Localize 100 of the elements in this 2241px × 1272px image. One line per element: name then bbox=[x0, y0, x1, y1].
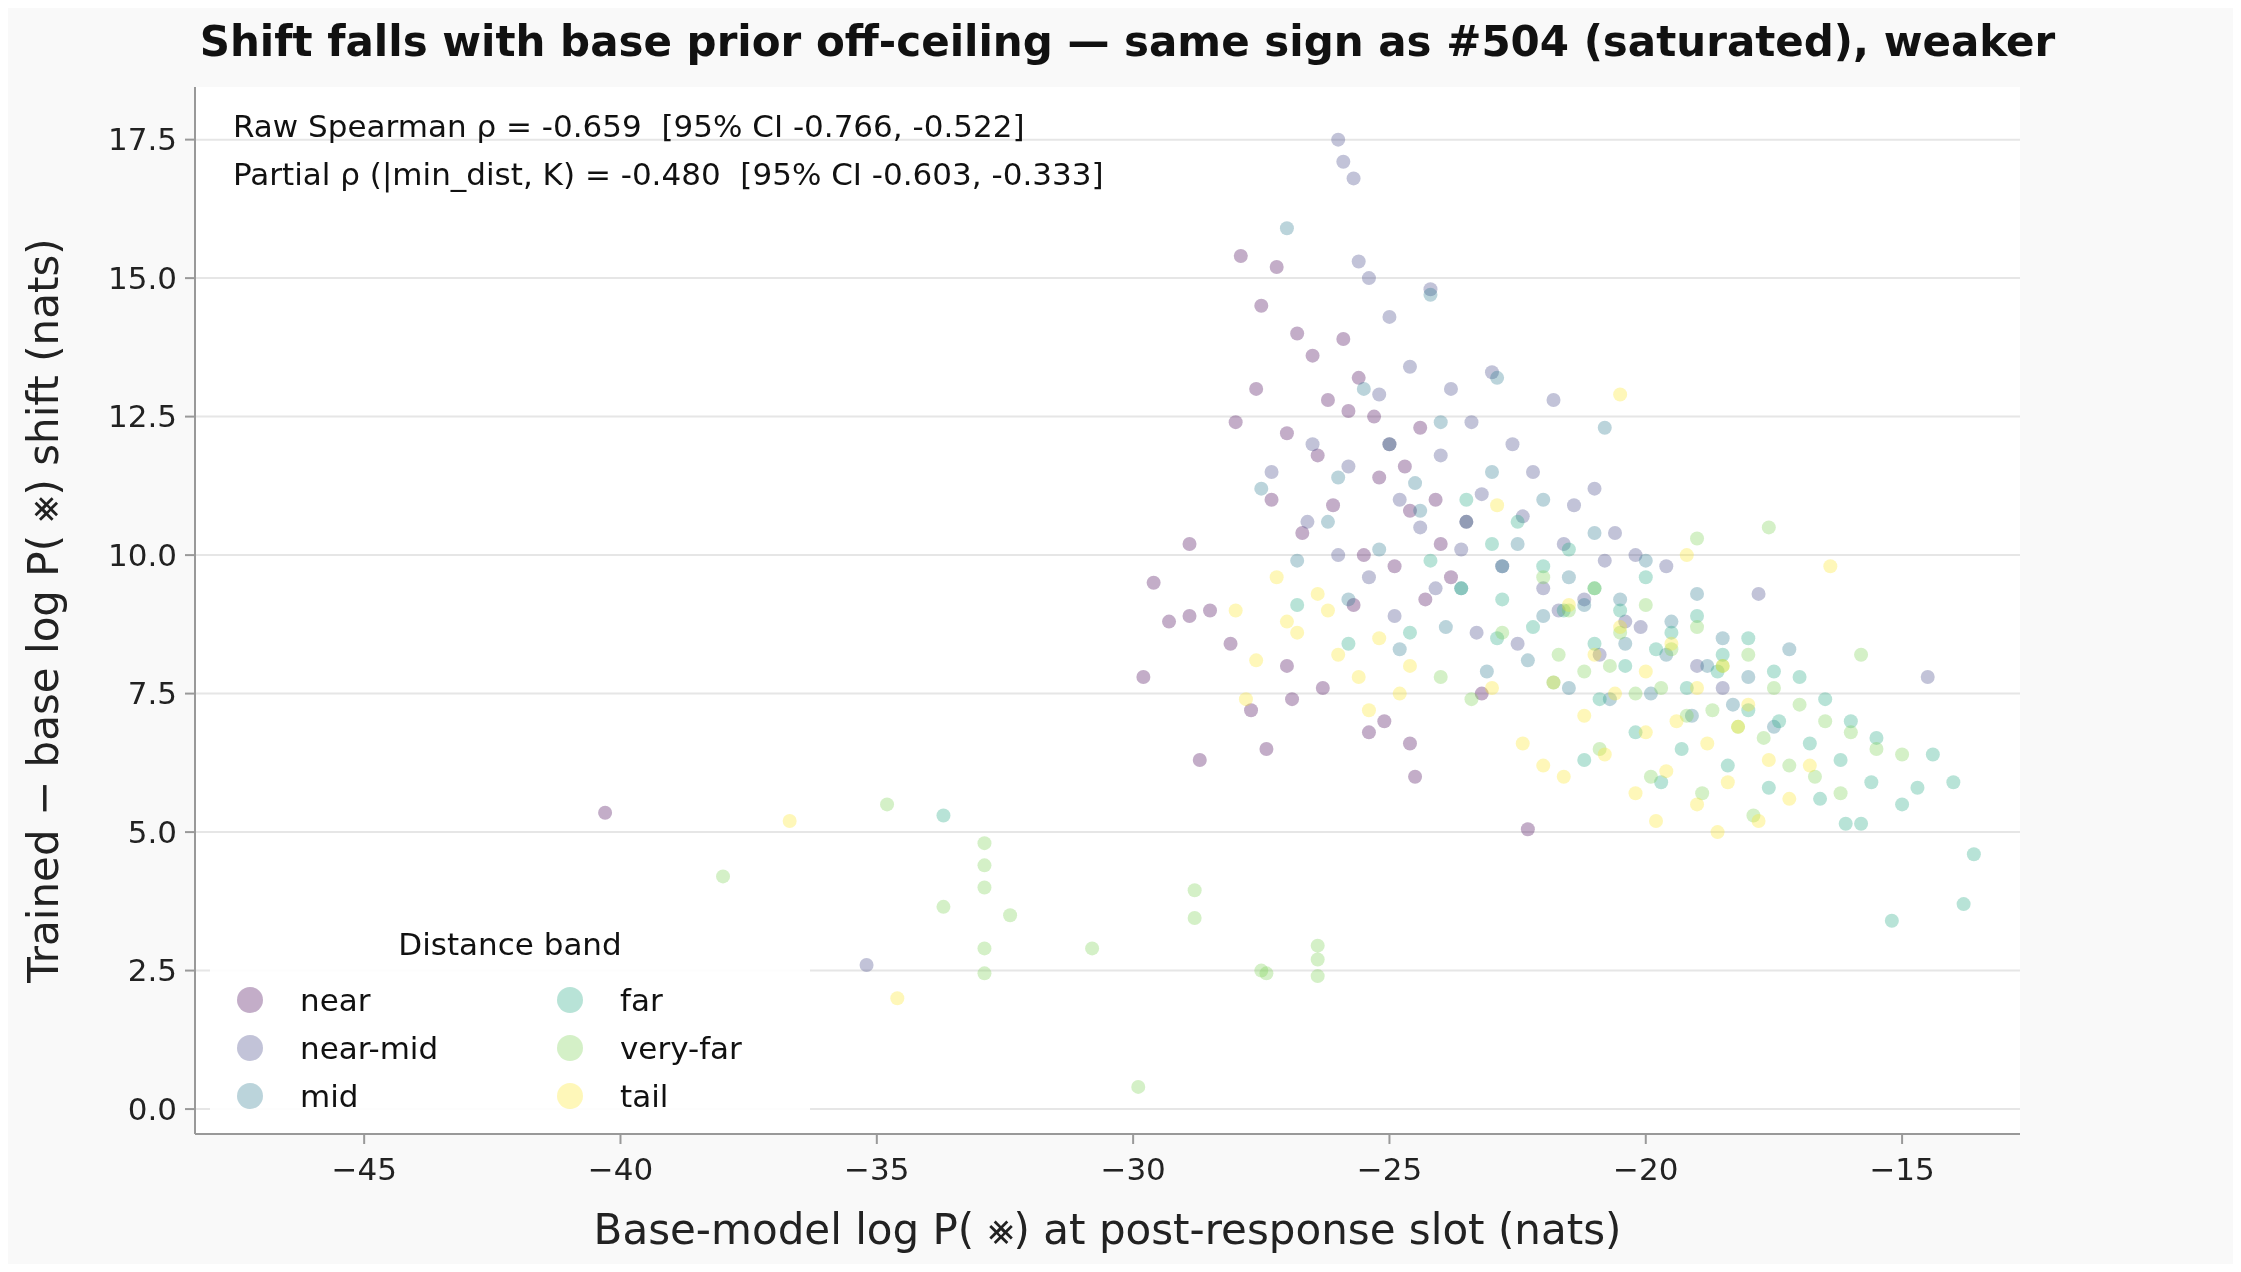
point bbox=[1690, 586, 1705, 601]
point bbox=[1331, 132, 1346, 147]
point bbox=[1320, 514, 1335, 529]
point bbox=[1264, 492, 1279, 507]
point bbox=[1408, 769, 1423, 784]
point bbox=[1223, 636, 1238, 651]
point bbox=[1633, 620, 1648, 635]
point bbox=[1356, 548, 1371, 563]
point bbox=[1182, 537, 1197, 552]
point bbox=[1510, 514, 1525, 529]
point bbox=[936, 808, 951, 823]
point bbox=[1495, 592, 1510, 607]
point bbox=[1638, 664, 1653, 679]
y-axis-title: Trained − base log P( ⨳) shift (nats) bbox=[19, 238, 68, 984]
point bbox=[1884, 913, 1899, 928]
point bbox=[1920, 669, 1935, 684]
point bbox=[1454, 542, 1469, 557]
x-tick-label: −35 bbox=[844, 1151, 910, 1187]
point bbox=[1659, 764, 1674, 779]
point bbox=[1131, 1079, 1146, 1094]
point bbox=[1766, 664, 1781, 679]
point bbox=[1351, 669, 1366, 684]
point bbox=[1254, 481, 1269, 496]
point bbox=[1664, 636, 1679, 651]
point bbox=[1567, 498, 1581, 513]
point bbox=[1802, 736, 1817, 751]
point bbox=[1310, 952, 1325, 967]
point bbox=[1715, 631, 1730, 646]
legend-label: far bbox=[620, 981, 663, 1018]
point bbox=[1556, 769, 1571, 784]
point bbox=[1341, 459, 1356, 474]
point bbox=[1613, 603, 1628, 618]
point bbox=[1792, 697, 1807, 712]
point bbox=[1638, 725, 1653, 740]
point bbox=[1423, 287, 1438, 302]
point bbox=[1608, 686, 1623, 701]
point bbox=[1510, 636, 1525, 651]
point bbox=[1577, 664, 1592, 679]
point bbox=[1351, 254, 1366, 269]
point bbox=[1372, 470, 1387, 485]
point bbox=[1249, 381, 1264, 396]
point bbox=[782, 814, 797, 828]
y-tick-label: 5.0 bbox=[127, 813, 177, 850]
point bbox=[598, 805, 613, 820]
point bbox=[1464, 692, 1479, 707]
point bbox=[1484, 537, 1499, 552]
point bbox=[1279, 658, 1294, 673]
point bbox=[1577, 753, 1592, 768]
point bbox=[1408, 476, 1423, 491]
point bbox=[1536, 758, 1551, 773]
y-tick-label: 10.0 bbox=[107, 536, 177, 573]
point bbox=[1310, 938, 1325, 953]
point bbox=[1843, 725, 1858, 740]
point bbox=[1597, 420, 1612, 435]
point bbox=[859, 958, 874, 973]
point bbox=[1674, 742, 1689, 756]
x-tick-label: −45 bbox=[331, 1151, 397, 1187]
point bbox=[1587, 525, 1602, 540]
point bbox=[1833, 753, 1848, 768]
point bbox=[1654, 681, 1669, 696]
point bbox=[1495, 625, 1510, 640]
point bbox=[1761, 753, 1776, 768]
point bbox=[1254, 298, 1269, 313]
point bbox=[1577, 708, 1592, 723]
x-tick-label: −40 bbox=[587, 1151, 654, 1187]
point bbox=[1741, 697, 1756, 712]
point bbox=[1597, 747, 1612, 762]
point bbox=[1341, 636, 1356, 651]
point bbox=[1320, 393, 1335, 407]
point bbox=[1577, 597, 1592, 612]
point bbox=[1459, 492, 1474, 507]
point bbox=[1182, 609, 1197, 624]
point bbox=[1474, 487, 1489, 502]
point bbox=[1238, 692, 1253, 707]
point bbox=[1792, 669, 1807, 684]
point bbox=[1695, 786, 1710, 801]
point bbox=[1751, 814, 1766, 828]
point bbox=[1741, 669, 1756, 684]
point bbox=[1536, 570, 1551, 585]
y-tick-label: 0.0 bbox=[127, 1090, 177, 1127]
point bbox=[1259, 966, 1274, 981]
point bbox=[1628, 548, 1643, 563]
point bbox=[1854, 816, 1869, 831]
point bbox=[1418, 592, 1433, 607]
point bbox=[1910, 780, 1925, 795]
point bbox=[1356, 381, 1371, 396]
point bbox=[1628, 786, 1643, 801]
x-tick-label: −30 bbox=[1100, 1151, 1166, 1187]
point bbox=[1382, 309, 1397, 324]
point bbox=[936, 899, 951, 914]
point bbox=[1690, 797, 1705, 812]
point bbox=[1618, 636, 1633, 651]
point bbox=[1690, 681, 1705, 696]
point bbox=[1638, 597, 1653, 612]
point bbox=[1895, 747, 1910, 762]
annotation: Raw Spearman ρ = -0.659 [95% CI -0.766, -0.522] bbox=[233, 108, 1025, 144]
point bbox=[1725, 697, 1740, 712]
point bbox=[1833, 786, 1848, 801]
point bbox=[1443, 381, 1458, 396]
point bbox=[1561, 542, 1576, 557]
